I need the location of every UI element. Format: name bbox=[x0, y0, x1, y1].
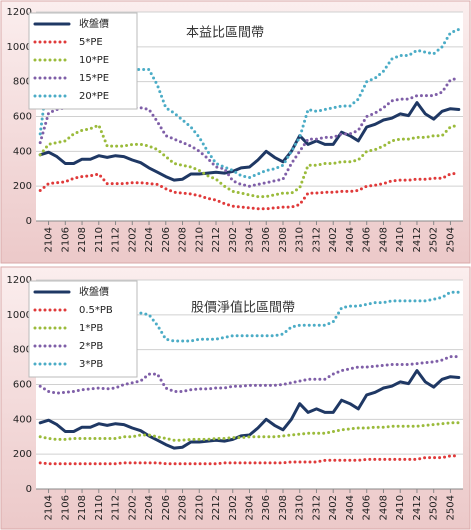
x-tick-label: 2212 bbox=[211, 227, 222, 252]
x-tick-label: 2208 bbox=[178, 227, 189, 252]
y-tick-label: 200 bbox=[13, 181, 32, 192]
series-line bbox=[38, 421, 461, 442]
x-tick-label: 2308 bbox=[278, 495, 289, 520]
y-tick-label: 1200 bbox=[7, 275, 32, 286]
legend-label: 0.5*PB bbox=[79, 305, 113, 316]
x-tick-label: 2312 bbox=[311, 227, 322, 252]
x-tick-label: 2410 bbox=[395, 227, 406, 252]
legend-box bbox=[28, 280, 138, 378]
legend-label: 15*PE bbox=[79, 73, 109, 84]
x-tick-label: 2112 bbox=[111, 227, 122, 252]
x-tick-label: 2412 bbox=[412, 495, 423, 520]
legend-label: 收盤價 bbox=[79, 285, 109, 298]
x-tick-label: 2404 bbox=[345, 227, 356, 252]
series-line bbox=[38, 171, 461, 211]
x-tick-label: 2208 bbox=[178, 495, 189, 520]
x-tick-label: 2502 bbox=[429, 495, 440, 520]
x-tick-label: 2104 bbox=[44, 495, 55, 520]
series-line bbox=[38, 123, 461, 199]
x-tick-label: 2112 bbox=[111, 495, 122, 520]
series-line bbox=[38, 369, 461, 450]
x-tick-label: 2406 bbox=[362, 495, 373, 520]
y-tick-label: 600 bbox=[13, 380, 32, 391]
x-tick-label: 2402 bbox=[328, 495, 339, 520]
x-tick-label: 2310 bbox=[295, 227, 306, 252]
x-tick-label: 2104 bbox=[44, 227, 55, 252]
x-tick-label: 2306 bbox=[261, 495, 272, 520]
x-tick-label: 2504 bbox=[445, 227, 456, 252]
legend-label: 1*PB bbox=[79, 323, 103, 334]
chart-title: 本益比區間帶 bbox=[186, 26, 264, 41]
y-tick-label: 1000 bbox=[7, 42, 32, 53]
y-tick-label: 400 bbox=[13, 146, 32, 157]
x-tick-label: 2404 bbox=[345, 495, 356, 520]
x-tick-label: 2206 bbox=[161, 495, 172, 520]
x-tick-label: 2304 bbox=[245, 227, 256, 252]
x-tick-label: 2106 bbox=[60, 495, 71, 520]
x-tick-label: 2204 bbox=[144, 227, 155, 252]
x-tick-label: 2108 bbox=[77, 495, 88, 520]
x-tick-label: 2408 bbox=[378, 227, 389, 252]
x-tick-label: 2110 bbox=[94, 227, 105, 252]
x-tick-label: 2410 bbox=[395, 495, 406, 520]
x-tick-label: 2312 bbox=[311, 495, 322, 520]
legend-label: 收盤價 bbox=[79, 17, 109, 30]
series-line bbox=[38, 290, 461, 343]
x-tick-label: 2212 bbox=[211, 495, 222, 520]
x-tick-label: 2110 bbox=[94, 495, 105, 520]
x-tick-label: 2302 bbox=[228, 495, 239, 520]
x-tick-label: 2302 bbox=[228, 227, 239, 252]
series-line bbox=[38, 76, 461, 188]
series-line bbox=[38, 454, 461, 466]
x-tick-label: 2202 bbox=[127, 227, 138, 252]
y-tick-label: 0 bbox=[26, 484, 32, 495]
legend-box bbox=[28, 12, 138, 110]
chart-title: 股價淨值比區間帶 bbox=[191, 300, 295, 316]
legend-label: 2*PB bbox=[79, 341, 103, 352]
x-tick-label: 2210 bbox=[194, 495, 205, 520]
y-tick-label: 800 bbox=[13, 345, 32, 356]
x-tick-label: 2504 bbox=[445, 495, 456, 520]
x-tick-label: 2402 bbox=[328, 227, 339, 252]
x-tick-label: 2408 bbox=[378, 495, 389, 520]
y-tick-label: 400 bbox=[13, 414, 32, 425]
x-tick-label: 2204 bbox=[144, 495, 155, 520]
x-tick-label: 2310 bbox=[295, 495, 306, 520]
legend-label: 5*PE bbox=[79, 37, 103, 48]
x-tick-label: 2308 bbox=[278, 227, 289, 252]
y-tick-label: 1200 bbox=[7, 7, 32, 18]
x-tick-label: 2202 bbox=[127, 495, 138, 520]
x-tick-label: 2412 bbox=[412, 227, 423, 252]
x-tick-label: 2406 bbox=[362, 227, 373, 252]
y-tick-label: 800 bbox=[13, 77, 32, 88]
series-line bbox=[38, 355, 461, 395]
legend-label: 10*PE bbox=[79, 55, 109, 66]
x-tick-label: 2106 bbox=[60, 227, 71, 252]
x-tick-label: 2304 bbox=[245, 495, 256, 520]
y-tick-label: 0 bbox=[26, 216, 32, 227]
y-tick-label: 600 bbox=[13, 112, 32, 123]
y-tick-label: 200 bbox=[13, 449, 32, 460]
y-tick-label: 1000 bbox=[7, 310, 32, 321]
legend-label: 3*PB bbox=[79, 359, 103, 370]
series-line bbox=[38, 101, 461, 182]
x-tick-label: 2502 bbox=[429, 227, 440, 252]
x-tick-label: 2206 bbox=[161, 227, 172, 252]
x-tick-label: 2210 bbox=[194, 227, 205, 252]
x-tick-label: 2108 bbox=[77, 227, 88, 252]
legend-label: 20*PE bbox=[79, 91, 109, 102]
x-tick-label: 2306 bbox=[261, 227, 272, 252]
